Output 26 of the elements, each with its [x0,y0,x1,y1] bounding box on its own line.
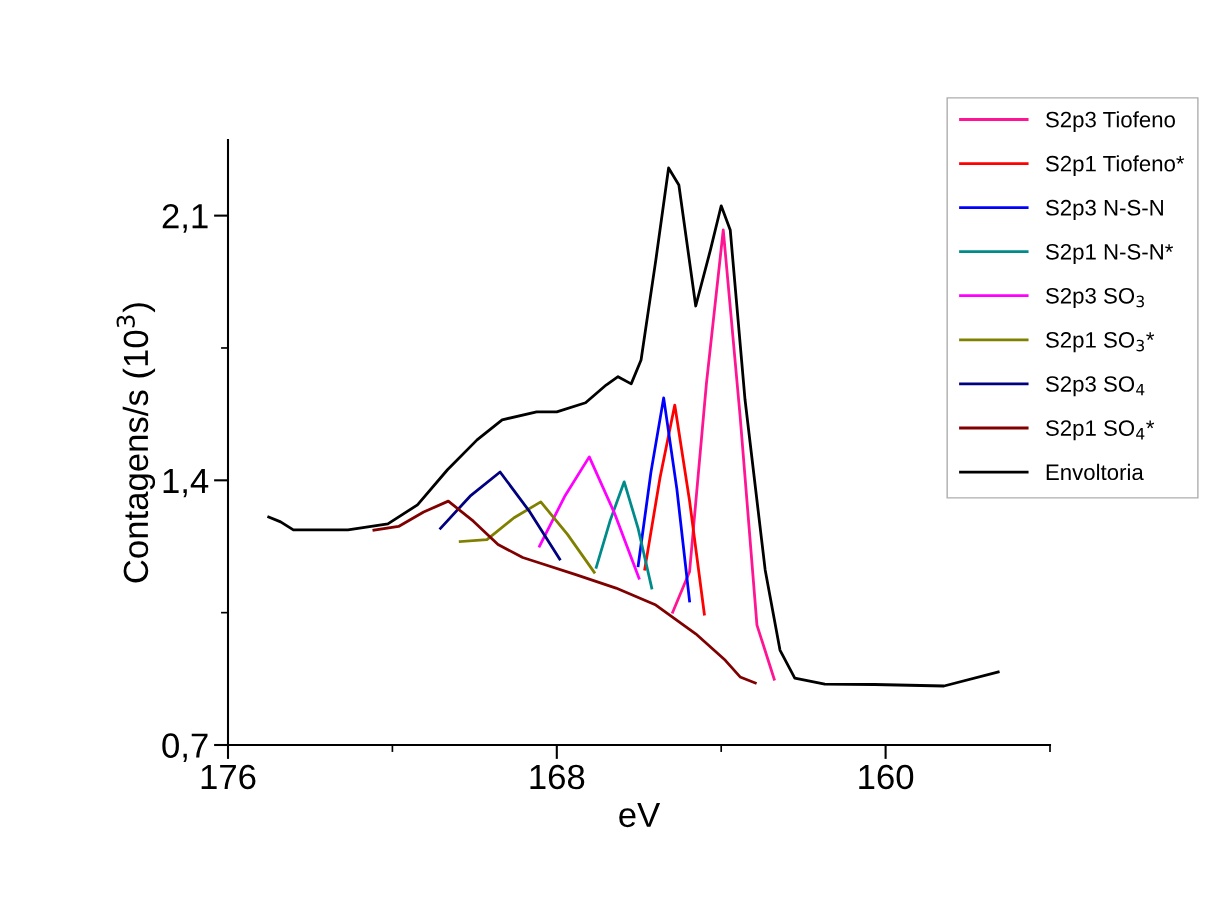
legend-label: S2p3 SO$_{3}$ [1045,287,1144,309]
legend-label: S2p1 N-S-N* [1045,243,1174,265]
line-series [458,500,596,574]
x-tick-label: 176 [201,764,256,790]
x-tick-label: 168 [530,764,585,790]
line-series [594,480,654,590]
line-series [439,470,562,561]
line-series [372,499,757,685]
legend-label: S2p3 SO$_{4}$ [1045,376,1145,397]
y-tick-label: 0,7 [162,733,208,763]
legend-label: S2p3 Tiofeno [1045,111,1175,132]
line-series [671,228,776,681]
line-series [643,403,706,616]
y-axis-title: Contagens/s (10$^{3}$) [116,303,156,583]
legend-label: S2p1 SO$_{4}$* [1045,420,1155,441]
legend-label: S2p1 Tiofeno* [1045,155,1185,176]
line-series [267,166,1000,688]
y-tick-label: 2,1 [162,203,208,233]
legend-label: Envoltoria [1046,463,1144,481]
legend-label: S2p3 N-S-N [1045,199,1163,220]
legend-label: S2p1 SO$_{3}$* [1045,332,1155,353]
line-series [636,396,691,603]
x-axis-title: eV [619,802,661,828]
y-tick-label: 1,4 [163,469,209,498]
x-tick-label: 160 [859,764,914,790]
line-series [538,455,641,580]
